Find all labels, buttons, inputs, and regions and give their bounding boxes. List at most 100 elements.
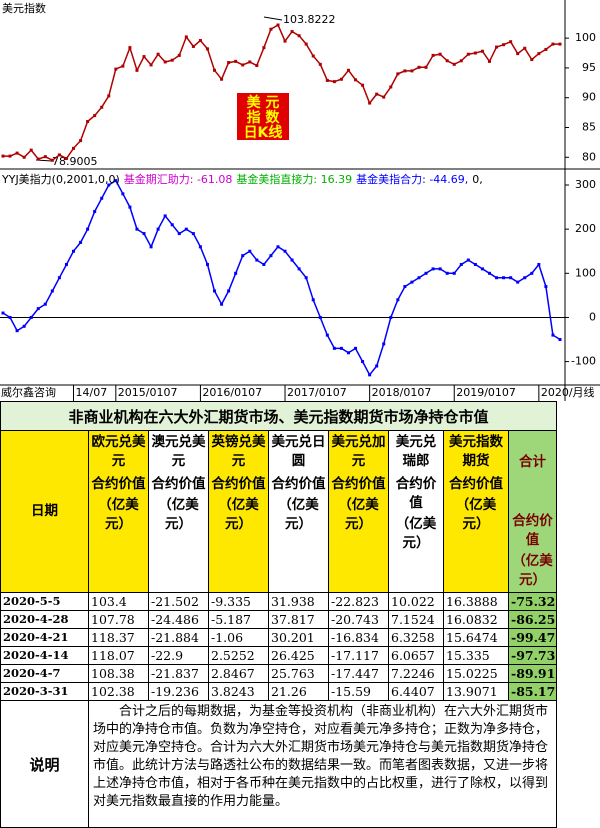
data-point [523,46,527,50]
data-point [234,59,238,63]
data-point [15,151,19,155]
data-point [269,27,273,31]
data-point [431,53,435,57]
source: 威尔鑫咨询 [1,385,56,399]
header-cell: 合计 合约价值 （亿美元） [507,430,558,593]
value-cell: -24.486 [148,610,209,629]
column-unit: （亿美元） [98,497,139,532]
data-point [128,46,132,50]
column-name: 英镑兑美元 [211,434,266,469]
value-cell: -21.837 [148,664,209,683]
value-cell: 6.0657 [388,646,444,665]
data-point [297,267,301,271]
data-point [241,254,245,258]
column-name: 欧元兑美元 [91,434,146,469]
value-cell: 118.07 [88,646,149,665]
data-point [558,42,562,46]
value-cell: 2.8467 [208,664,269,683]
data-point [318,315,322,319]
data-row: 2020-3-31 102.38 -19.236 3.8243 21.26 -15.59 6… [0,682,558,701]
data-point [389,85,393,89]
data-point [198,245,202,249]
data-point [346,68,350,72]
header-cell: 英镑兑美元 合约价值 （亿美元） [208,430,269,593]
data-point [283,39,287,43]
legend-entry: 基金期汇助力: -61.08 [123,173,233,186]
data-point [346,351,350,355]
data-point [410,69,414,73]
data-point [509,40,513,44]
data-point [149,63,153,67]
data-point [227,61,231,65]
legend-entry: 0, [472,173,483,186]
data-point [100,105,104,109]
data-point [516,280,520,284]
value-cell: 6.3258 [388,628,444,647]
data-point [156,52,160,56]
data-point [537,262,541,266]
indicator-title: YYJ美指力(0,2001,0,0) [2,173,120,186]
y-tick-label: 100 [575,31,596,44]
date-cell: 2020-4-7 [0,664,89,683]
data-point [107,94,111,98]
data-point [354,346,358,350]
data-point [15,329,19,333]
data-point [516,52,520,56]
y-tick-label: 200 [575,222,596,235]
panel-title: 美元指数 [2,1,46,15]
data-point [466,52,470,56]
y-tick-label: 85 [582,120,596,133]
data-point [487,59,491,63]
data-point [396,298,400,302]
value-cell: 7.1524 [388,610,444,629]
value-cell: 107.78 [88,610,149,629]
data-point [93,209,97,213]
data-point [170,223,174,227]
data-point [332,346,336,350]
data-point [495,276,499,280]
y-tick-label: 100 [575,266,596,279]
column-name: 美元兑加元 [331,434,386,469]
source-bg [0,386,66,400]
value-cell: -16.834 [328,628,389,647]
data-point [523,276,527,280]
value-cell: -99.47 [507,628,558,647]
data-point [29,148,33,152]
column-measure: 合约价值 [91,476,146,492]
value-cell: -22.823 [328,592,389,611]
data-point [424,65,428,69]
data-point [459,59,463,63]
data-point [311,54,315,58]
value-cell: 15.335 [443,646,509,665]
value-cell: -86.25 [507,610,558,629]
plot-bg [0,0,565,385]
column-measure: 合约价值 [211,476,266,492]
data-point [480,267,484,271]
date-cell: 2020-4-21 [0,628,89,647]
data-point [311,298,315,302]
y-tick-label: 90 [582,91,596,104]
data-point [487,271,491,275]
data-point [495,45,499,49]
stamp-box [237,93,289,140]
data-point [509,276,513,280]
column-measure: 合约价值 [271,476,326,492]
chart: 美元指数 美 元 指 数 日K线 103.8222 78.9005 80 85 90… [0,0,600,401]
column-unit: （亿美元） [158,497,199,532]
annotation: 78.9005 [52,155,98,168]
data-point [361,83,365,87]
column-unit: （亿美元） [278,497,319,532]
data-point [72,146,76,150]
data-point [431,267,435,271]
date-cell: 2020-5-5 [0,592,89,611]
data-point [36,157,40,161]
x-tick-label: 2017/0107 [287,386,347,399]
data-point [234,271,238,275]
x-tick-label: 2015/0107 [118,386,178,399]
data-point [184,35,188,39]
header-cell: 美元兑加元 合约价值 （亿美元） [328,430,389,593]
data-point [114,67,118,71]
data-point [43,302,47,306]
x-tick-label: 2019/0107 [456,386,516,399]
value-cell: 6.4407 [388,682,444,701]
